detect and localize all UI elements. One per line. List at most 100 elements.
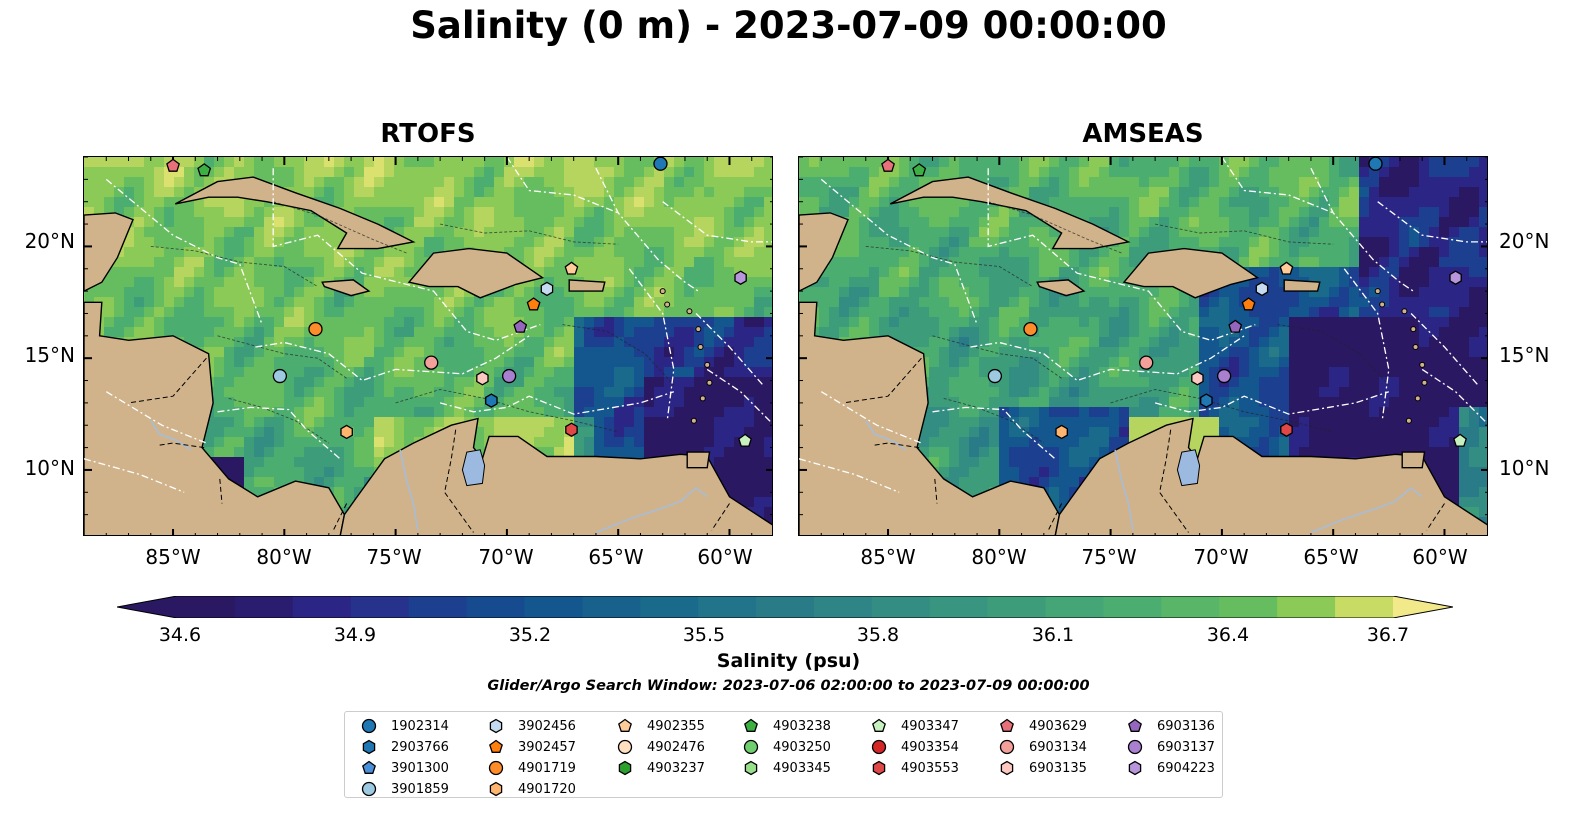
- salinity-cell: [744, 217, 755, 228]
- salinity-cell: [214, 237, 225, 248]
- platform-4902355[interactable]: [564, 261, 579, 275]
- salinity-cell: [999, 427, 1010, 438]
- platform-1902314[interactable]: [653, 157, 668, 171]
- platform-3901859[interactable]: [272, 368, 288, 384]
- platform-6903137[interactable]: [501, 368, 517, 384]
- salinity-cell: [1269, 167, 1280, 178]
- salinity-cell: [534, 227, 545, 238]
- salinity-cell: [284, 177, 295, 188]
- salinity-cell: [664, 377, 675, 388]
- salinity-cell: [1189, 347, 1200, 358]
- salinity-cell: [684, 367, 695, 378]
- salinity-cell: [909, 297, 920, 308]
- salinity-cell: [164, 197, 175, 208]
- platform-4903238[interactable]: [197, 163, 212, 177]
- salinity-cell: [354, 427, 365, 438]
- salinity-cell: [414, 337, 425, 348]
- salinity-cell: [1189, 297, 1200, 308]
- salinity-cell: [294, 377, 305, 388]
- salinity-cell: [464, 177, 475, 188]
- salinity-cell: [949, 287, 960, 298]
- salinity-cell: [504, 347, 515, 358]
- salinity-cell: [939, 337, 950, 348]
- salinity-cell: [234, 477, 245, 488]
- map-rtofs[interactable]: [83, 156, 773, 536]
- salinity-cell: [244, 167, 255, 178]
- salinity-cell: [829, 327, 840, 338]
- salinity-cell: [354, 417, 365, 428]
- salinity-cell: [1039, 307, 1050, 318]
- salinity-cell: [554, 167, 565, 178]
- salinity-cell: [614, 277, 625, 288]
- salinity-cell: [364, 207, 375, 218]
- salinity-cell: [1449, 157, 1460, 168]
- salinity-cell: [554, 407, 565, 418]
- platform-4903347[interactable]: [738, 433, 752, 447]
- salinity-cell: [1009, 207, 1020, 218]
- salinity-cell: [1109, 287, 1120, 298]
- platform-4903629[interactable]: [166, 158, 180, 172]
- platform-4903553[interactable]: [565, 422, 578, 437]
- salinity-cell: [714, 447, 725, 458]
- platform-3902456[interactable]: [540, 281, 554, 297]
- salinity-cell: [1059, 167, 1070, 178]
- salinity-cell: [959, 387, 970, 398]
- island: [664, 301, 671, 308]
- salinity-cell: [1229, 407, 1240, 418]
- platform-6903136[interactable]: [513, 319, 528, 333]
- salinity-cell: [264, 447, 275, 458]
- salinity-cell: [919, 237, 930, 248]
- salinity-cell: [754, 397, 765, 408]
- salinity-cell: [574, 387, 585, 398]
- salinity-cell: [1359, 167, 1370, 178]
- salinity-cell: [919, 327, 930, 338]
- salinity-cell: [404, 197, 415, 208]
- salinity-cell: [234, 197, 245, 208]
- salinity-cell: [424, 177, 435, 188]
- salinity-cell: [1449, 367, 1460, 378]
- salinity-cell: [554, 157, 565, 168]
- salinity-cell: [254, 297, 265, 308]
- salinity-cell: [764, 427, 772, 438]
- salinity-cell: [384, 187, 395, 198]
- salinity-cell: [1239, 417, 1250, 428]
- salinity-cell: [979, 307, 990, 318]
- salinity-cell: [114, 327, 125, 338]
- platform-6903134[interactable]: [424, 355, 439, 370]
- salinity-cell: [1469, 187, 1480, 198]
- salinity-cell: [1459, 427, 1470, 438]
- salinity-cell: [1399, 317, 1410, 328]
- salinity-cell: [969, 227, 980, 238]
- salinity-cell: [724, 467, 735, 478]
- salinity-cell: [264, 427, 275, 438]
- salinity-cell: [1069, 357, 1080, 368]
- salinity-cell: [204, 307, 215, 318]
- salinity-cell: [1019, 167, 1030, 178]
- salinity-cell: [1339, 187, 1350, 198]
- salinity-cell: [344, 297, 355, 308]
- salinity-cell: [364, 357, 375, 368]
- salinity-cell: [919, 417, 930, 428]
- salinity-cell: [674, 177, 685, 188]
- salinity-cell: [414, 247, 425, 258]
- salinity-cell: [1249, 237, 1260, 248]
- salinity-cell: [1079, 257, 1090, 268]
- salinity-cell: [314, 367, 325, 378]
- salinity-cell: [989, 357, 1000, 368]
- salinity-cell: [474, 417, 485, 428]
- platform-2903766[interactable]: [485, 393, 498, 408]
- salinity-cell: [1069, 347, 1080, 358]
- salinity-cell: [624, 297, 635, 308]
- salinity-cell: [284, 437, 295, 448]
- map-amseas[interactable]: [798, 156, 1488, 536]
- platform-4901720[interactable]: [340, 424, 353, 440]
- platform-6904223[interactable]: [734, 270, 747, 285]
- salinity-cell: [414, 157, 425, 168]
- salinity-cell: [949, 447, 960, 458]
- platform-3902457[interactable]: [526, 297, 541, 311]
- salinity-cell: [654, 217, 665, 228]
- platform-6903135[interactable]: [476, 371, 489, 386]
- salinity-cell: [504, 247, 515, 258]
- salinity-cell: [869, 177, 880, 188]
- platform-4901719[interactable]: [308, 321, 323, 337]
